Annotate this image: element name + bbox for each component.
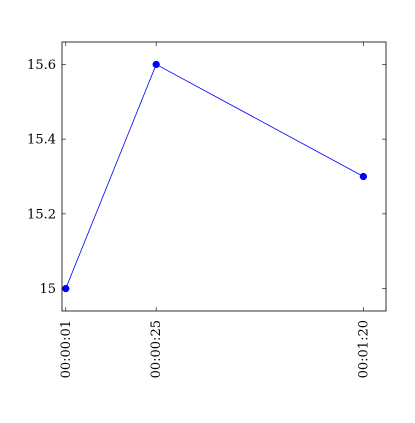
labels-layer: 00:00:01 00:00:25 00:01:20 15 15.2 15.4 15.6 xyxy=(27,58,371,378)
plot-frame xyxy=(61,41,387,312)
ticks-layer xyxy=(62,42,386,311)
data-point xyxy=(62,284,70,293)
x-tick-label: 00:01:20 xyxy=(356,320,371,378)
x-tick-label: 00:00:25 xyxy=(149,320,164,378)
y-tick-label: 15.2 xyxy=(27,207,56,222)
x-tick-label: 00:00:01 xyxy=(59,320,74,378)
y-tick-label: 15.4 xyxy=(27,133,56,148)
series-line xyxy=(65,63,364,289)
y-tick-label: 15.6 xyxy=(27,58,56,73)
series-layer xyxy=(62,60,368,293)
data-point xyxy=(152,60,160,69)
y-tick-label: 15 xyxy=(39,282,56,297)
data-point xyxy=(359,172,368,181)
